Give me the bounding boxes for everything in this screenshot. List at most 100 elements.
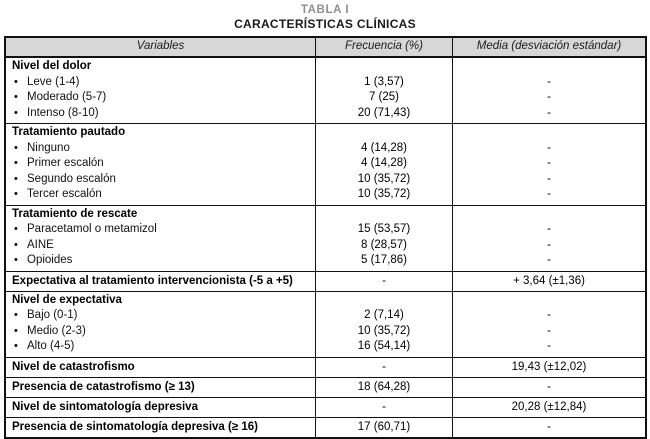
frecuencia-cell: 4 (14,28) 4 (14,28) 10 (35,72) 10 (35,72) <box>316 124 453 205</box>
frecuencia-value <box>316 59 452 75</box>
media-value: - <box>547 106 551 119</box>
frecuencia-cell: - <box>316 397 453 417</box>
variables-cell: Expectativa al tratamiento intervencioni… <box>6 271 316 291</box>
frecuencia-value: 2 (7,14) <box>364 309 404 321</box>
frecuencia-value: - <box>382 400 386 413</box>
frecuencia-value: 15 (53,57) <box>357 223 411 235</box>
frecuencia-value: 20 (71,43) <box>357 106 411 119</box>
media-cell: - - - <box>453 292 645 357</box>
frecuencia-value: 17 (60,71) <box>357 420 411 433</box>
frecuencia-value: 8 (28,57) <box>360 238 408 251</box>
media-value: - <box>547 75 551 88</box>
media-cell: - - - <box>453 206 645 271</box>
variable-group-label: Presencia de catastrofismo (≥ 13) <box>12 380 195 393</box>
frecuencia-value <box>316 293 452 309</box>
variables-cell: Nivel de expectativa • Bajo (0-1) • Medio (2… <box>6 291 316 357</box>
frecuencia-value: 4 (14,28) <box>360 141 408 154</box>
frecuencia-value: - <box>382 274 386 287</box>
table-body: Nivel del dolor • Leve (1-4) • Moderado (5-7… <box>6 58 645 437</box>
variable-group-label: Expectativa al tratamiento intervencioni… <box>12 274 293 287</box>
media-value: - <box>547 324 551 337</box>
frecuencia-cell: 1 (3,57) 7 (25) 20 (71,43) <box>316 58 453 123</box>
media-cell: - <box>453 418 645 437</box>
bullet-icon: • <box>14 157 18 169</box>
table-group: Presencia de sintomatología depresiva (≥… <box>6 416 645 437</box>
table-number-title: TABLA I <box>300 4 350 16</box>
table-title-block: TABLA I CARACTERÍSTICAS CLÍNICAS <box>0 0 650 32</box>
variable-item-label: • AINE <box>6 238 315 254</box>
variable-item-label: • Tercer escalón <box>6 187 315 203</box>
variable-group-label: Tratamiento pautado <box>12 126 126 138</box>
media-value: 20,28 (±12,84) <box>511 400 587 413</box>
bullet-icon: • <box>14 340 18 352</box>
bullet-icon: • <box>14 75 18 88</box>
frecuencia-cell: - <box>316 271 453 291</box>
frecuencia-cell: 15 (53,57) 8 (28,57) 5 (17,86) <box>316 205 453 271</box>
variable-item-label: • Bajo (0-1) <box>6 308 315 324</box>
media-value: - <box>547 157 551 169</box>
media-value: - <box>547 420 551 433</box>
media-value: - <box>547 141 551 154</box>
frecuencia-value: - <box>382 360 386 373</box>
media-value: - <box>547 188 551 200</box>
frecuencia-value: 10 (35,72) <box>357 188 411 200</box>
media-value <box>453 59 645 75</box>
table-group: Expectativa al tratamiento intervencioni… <box>6 270 645 291</box>
variable-item-label: • Leve (1-4) <box>6 75 315 91</box>
variables-cell: Nivel del dolor • Leve (1-4) • Moderado (5-7… <box>6 58 316 123</box>
media-value: - <box>547 238 551 251</box>
table-group: Nivel de expectativa • Bajo (0-1) • Medio (2… <box>6 290 645 357</box>
table-group: Nivel de catastrofismo - 19,43 (±12,02) <box>6 356 645 377</box>
media-value: - <box>547 309 551 321</box>
variable-item-label: • Opioides <box>6 253 315 269</box>
table-header-row: Variables Frecuencia (%) Media (desviaci… <box>6 38 645 58</box>
bullet-icon: • <box>14 223 18 235</box>
media-value: - <box>547 223 551 235</box>
table-group: Nivel del dolor • Leve (1-4) • Moderado (5-7… <box>6 58 645 123</box>
variable-group-label: Nivel de sintomatología depresiva <box>12 400 198 413</box>
variable-item-label: • Ninguno <box>6 141 315 157</box>
bullet-icon: • <box>14 172 18 185</box>
variables-cell: Nivel de catastrofismo <box>6 357 316 377</box>
variable-item-label: • Segundo escalón <box>6 172 315 188</box>
variable-group-label: Presencia de sintomatología depresiva (≥… <box>12 420 258 433</box>
media-value: - <box>547 340 551 352</box>
media-cell: - <box>453 378 645 397</box>
frecuencia-value <box>316 207 452 223</box>
media-value <box>453 207 645 223</box>
media-cell: + 3,64 (±1,36) <box>453 272 645 291</box>
variables-cell: Presencia de catastrofismo (≥ 13) <box>6 377 316 397</box>
column-header-variables: Variables <box>6 38 316 56</box>
table-group: Presencia de catastrofismo (≥ 13) 18 (64,… <box>6 376 645 397</box>
variables-cell: Presencia de sintomatología depresiva (≥… <box>6 417 316 437</box>
frecuencia-cell: 18 (64,28) <box>316 377 453 397</box>
variable-group-label: Tratamiento de rescate <box>12 207 138 220</box>
clinical-characteristics-table: Variables Frecuencia (%) Media (desviaci… <box>4 36 647 439</box>
media-cell: - - - - <box>453 124 645 205</box>
variables-cell: Nivel de sintomatología depresiva <box>6 397 316 417</box>
table-caption-title: CARACTERÍSTICAS CLÍNICAS <box>234 17 416 31</box>
variables-cell: Tratamiento pautado • Ninguno • Primer escal… <box>6 124 316 205</box>
media-value: - <box>547 380 551 393</box>
column-header-frecuencia: Frecuencia (%) <box>316 38 453 56</box>
bullet-icon: • <box>14 91 18 103</box>
frecuencia-cell: 17 (60,71) <box>316 417 453 437</box>
bullet-icon: • <box>14 188 18 200</box>
frecuencia-value <box>316 125 452 141</box>
bullet-icon: • <box>14 141 18 154</box>
variable-item-label: • Primer escalón <box>6 156 315 172</box>
column-header-media: Media (desviación estándar) <box>476 40 622 52</box>
variable-item-label: • Paracetamol o metamizol <box>6 222 315 238</box>
bullet-icon: • <box>14 309 18 321</box>
variable-group-label: Nivel del dolor <box>12 60 92 72</box>
media-cell: 19,43 (±12,02) <box>453 358 645 377</box>
media-value <box>453 125 645 141</box>
frecuencia-value: 10 (35,72) <box>357 172 411 185</box>
media-cell: 20,28 (±12,84) <box>453 398 645 417</box>
frecuencia-value: 10 (35,72) <box>357 324 411 337</box>
variable-item-label: • Alto (4-5) <box>6 339 315 355</box>
frecuencia-value: 16 (54,14) <box>357 340 411 352</box>
table-group: Tratamiento pautado • Ninguno • Primer escal… <box>6 123 645 205</box>
variables-cell: Tratamiento de rescate • Paracetamol o met… <box>6 205 316 271</box>
media-value <box>453 293 645 309</box>
